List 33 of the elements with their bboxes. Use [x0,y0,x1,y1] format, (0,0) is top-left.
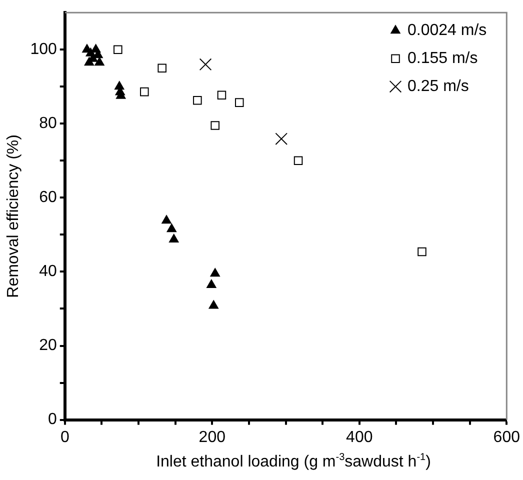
legend-label: 0.0024 m/s [407,22,487,40]
x-tick-label: 600 [493,428,520,446]
y-tick-label: 20 [39,337,57,354]
x-axis-title: Inlet ethanol loading (g m$^{-3}$sawdust h$^{-1}$) [155,452,432,472]
point [158,64,166,73]
point [210,268,220,277]
y-tick-label: 100 [30,41,57,58]
point [206,280,216,288]
point [208,300,218,309]
y-tick-label: 80 [39,115,57,132]
point [294,156,303,166]
y-tick-label: 40 [39,263,57,280]
y-tick-label: 60 [39,189,57,206]
y-axis-title: Removal efficiency (%) [5,134,22,298]
x-tick-label: 200 [198,428,226,446]
point [169,234,179,243]
point [210,121,220,130]
x-tick-label: 400 [346,428,373,446]
point [94,57,104,66]
point [235,98,244,107]
legend-label: 0.25 m/s [407,78,469,96]
point [162,215,172,224]
point [166,224,176,232]
x-tick-label: 0 [60,428,70,446]
legend-label: 0.155 m/s [407,50,478,68]
point [114,45,122,54]
point [275,132,288,145]
y-tick-label: 0 [48,411,57,428]
point [193,96,202,105]
point [418,247,426,256]
point [199,58,212,71]
point [140,87,149,96]
point [217,90,226,100]
